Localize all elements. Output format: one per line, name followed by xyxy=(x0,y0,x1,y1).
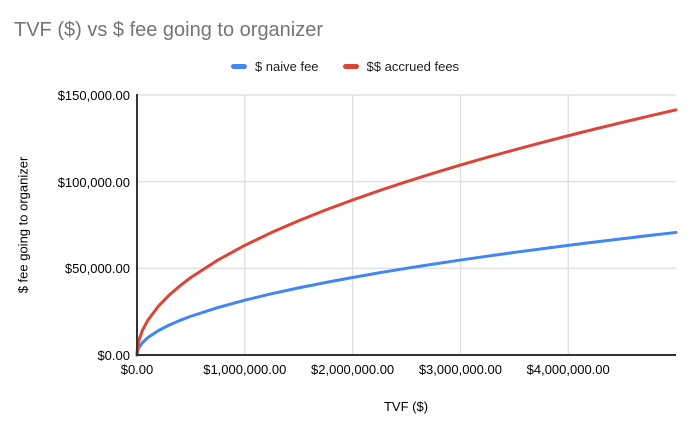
x-tick-label: $1,000,000.00 xyxy=(203,362,287,377)
legend-swatch-accrued-fees xyxy=(342,63,359,69)
x-tick-label: $3,000,000.00 xyxy=(418,362,502,377)
legend-swatch-naive-fee xyxy=(230,63,247,69)
x-tick-label: $4,000,000.00 xyxy=(526,362,610,377)
legend-item-accrued-fees: $$ accrued fees xyxy=(342,58,460,74)
y-tick-label: $0.00 xyxy=(97,348,130,363)
y-tick-label: $50,000.00 xyxy=(64,261,130,277)
legend-item-naive-fee: $ naive fee xyxy=(230,58,319,74)
y-axis-title: $ fee going to organizer xyxy=(15,156,31,294)
y-tick-label: $150,000.00 xyxy=(57,88,130,103)
x-tick-label: $0.00 xyxy=(120,362,154,377)
naive-fee-line xyxy=(135,230,678,357)
legend-label-naive-fee: $ naive fee xyxy=(254,58,319,74)
legend-label-accrued-fees: $$ accrued fees xyxy=(366,58,460,74)
legend: $ naive fee $$ accrued fees xyxy=(0,57,690,75)
accrued-fees-line xyxy=(135,108,678,357)
x-tick-label: $2,000,000.00 xyxy=(311,362,395,377)
chart-title: TVF ($) vs $ fee going to organizer xyxy=(14,19,324,41)
x-axis-title: TVF ($) xyxy=(383,399,429,414)
y-tick-label: $100,000.00 xyxy=(57,174,130,190)
